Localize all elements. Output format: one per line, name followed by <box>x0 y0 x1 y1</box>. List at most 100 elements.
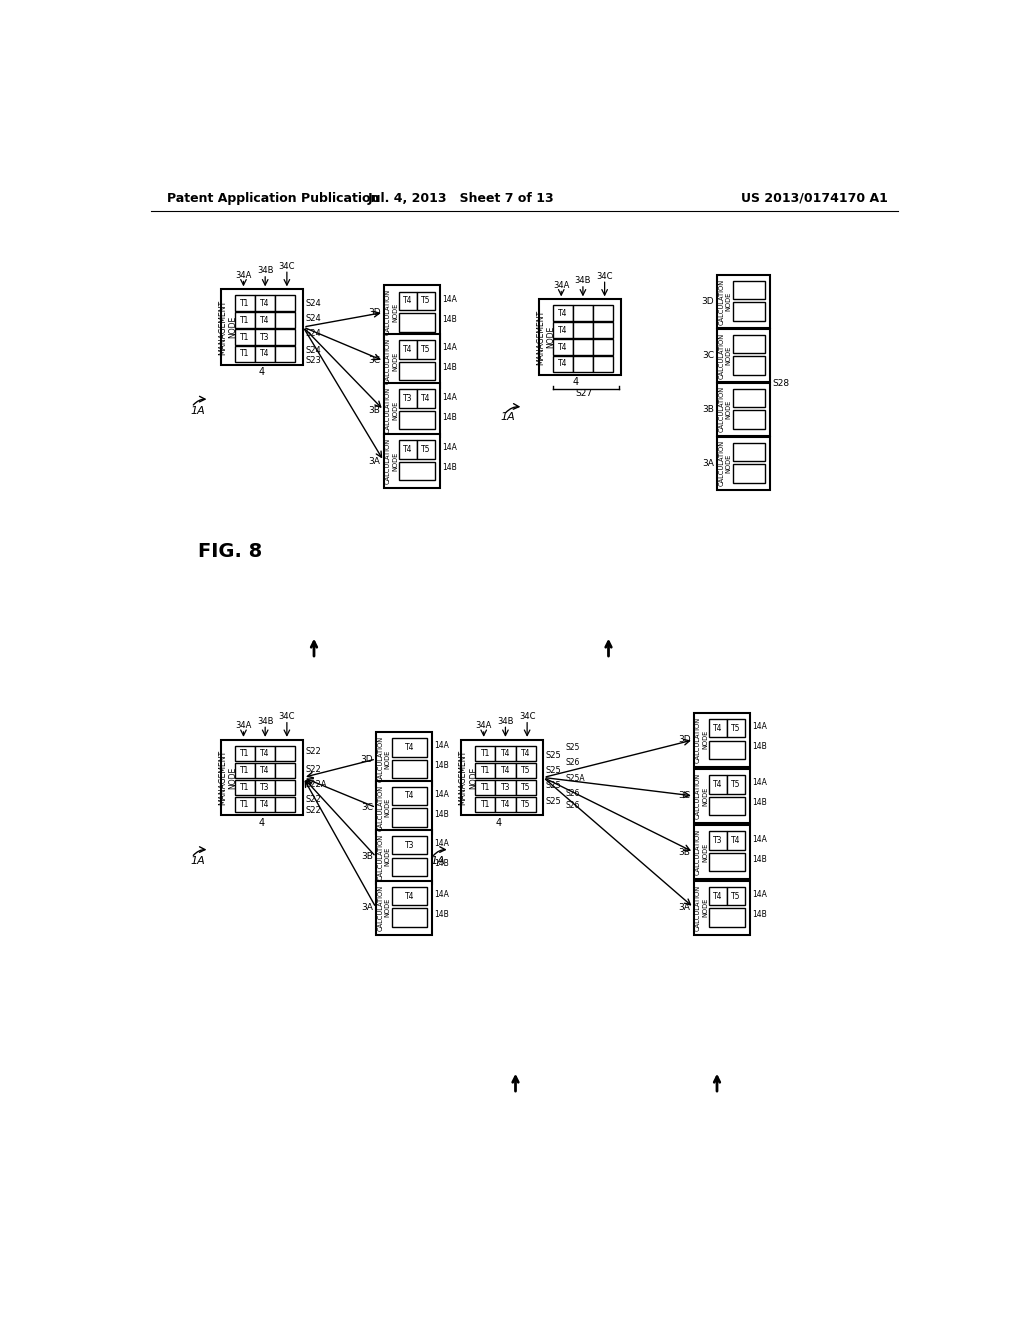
Text: 34A: 34A <box>553 281 569 290</box>
Text: 14B: 14B <box>442 363 457 372</box>
Bar <box>384 434 439 488</box>
Text: CALCULATION
NODE: CALCULATION NODE <box>695 717 708 763</box>
Text: T4: T4 <box>260 766 270 775</box>
Text: T1: T1 <box>241 350 250 359</box>
Text: T1: T1 <box>241 783 250 792</box>
Text: 14A: 14A <box>434 789 449 799</box>
Text: 34C: 34C <box>279 261 295 271</box>
Bar <box>399 462 435 480</box>
Bar <box>399 292 417 310</box>
Bar <box>384 334 439 388</box>
Bar <box>275 330 295 345</box>
Bar <box>710 853 744 871</box>
Bar <box>417 292 435 310</box>
Text: 3C: 3C <box>679 792 690 800</box>
Text: 3B: 3B <box>679 847 690 857</box>
Text: 34C: 34C <box>596 272 613 281</box>
Text: 34B: 34B <box>574 276 591 285</box>
Bar <box>234 296 255 312</box>
Text: T1: T1 <box>480 750 489 758</box>
Bar <box>399 362 435 380</box>
Text: S23: S23 <box>305 355 322 364</box>
Bar <box>255 296 275 312</box>
Text: 3B: 3B <box>361 853 373 861</box>
Text: T1: T1 <box>241 766 250 775</box>
Bar <box>710 887 727 906</box>
Bar <box>515 780 536 795</box>
Bar <box>391 858 427 876</box>
Bar <box>515 797 536 812</box>
Text: T3: T3 <box>714 836 723 845</box>
Text: CALCULATION
NODE: CALCULATION NODE <box>377 834 390 880</box>
Text: 14B: 14B <box>752 909 767 919</box>
Text: T4: T4 <box>404 891 414 900</box>
Bar <box>717 276 770 327</box>
Text: CALCULATION
NODE: CALCULATION NODE <box>718 279 731 325</box>
Text: CALCULATION
NODE: CALCULATION NODE <box>377 784 390 830</box>
Text: 3D: 3D <box>360 755 373 763</box>
Bar <box>539 300 621 375</box>
Bar <box>515 746 536 762</box>
Text: 14A: 14A <box>442 294 457 304</box>
Text: S26: S26 <box>565 759 580 767</box>
Text: CALCULATION
NODE: CALCULATION NODE <box>377 737 390 781</box>
Bar <box>553 322 572 338</box>
Text: 3C: 3C <box>369 356 381 366</box>
Bar <box>515 763 536 779</box>
Bar <box>496 763 515 779</box>
Text: 3A: 3A <box>679 903 690 912</box>
Bar <box>717 383 770 436</box>
Text: 3B: 3B <box>702 405 714 414</box>
Text: T4: T4 <box>260 750 270 758</box>
Text: T1: T1 <box>480 783 489 792</box>
Bar <box>391 738 427 756</box>
Text: 14B: 14B <box>752 742 767 751</box>
Text: T4: T4 <box>521 750 530 758</box>
Bar <box>399 313 435 331</box>
Text: CALCULATION
NODE: CALCULATION NODE <box>718 387 731 433</box>
Text: 14A: 14A <box>752 779 767 787</box>
Text: T4: T4 <box>501 800 510 809</box>
Text: Jul. 4, 2013   Sheet 7 of 13: Jul. 4, 2013 Sheet 7 of 13 <box>368 191 555 205</box>
Bar <box>593 305 613 321</box>
Text: T4: T4 <box>404 743 414 752</box>
Text: T1: T1 <box>241 315 250 325</box>
Bar <box>593 322 613 338</box>
Bar <box>275 780 295 795</box>
Text: T4: T4 <box>714 723 723 733</box>
Text: T3: T3 <box>403 395 413 403</box>
Text: 14B: 14B <box>442 463 457 473</box>
Text: T1: T1 <box>480 766 489 775</box>
Bar <box>732 465 765 483</box>
Text: 3B: 3B <box>369 405 381 414</box>
Bar <box>376 733 432 785</box>
Text: S22: S22 <box>305 764 322 774</box>
Bar <box>693 825 750 879</box>
Text: T1: T1 <box>241 750 250 758</box>
Bar <box>275 797 295 812</box>
Text: FIG. 8: FIG. 8 <box>198 541 262 561</box>
Text: 34A: 34A <box>475 722 492 730</box>
Text: 14B: 14B <box>434 810 449 818</box>
Text: 34C: 34C <box>519 713 536 721</box>
Bar <box>234 330 255 345</box>
Text: S22A: S22A <box>305 780 327 789</box>
Text: 14A: 14A <box>752 722 767 731</box>
Text: S25: S25 <box>546 751 561 759</box>
Text: 14B: 14B <box>442 315 457 323</box>
Bar <box>376 780 432 834</box>
Text: T5: T5 <box>421 445 431 454</box>
Bar <box>376 880 432 935</box>
Text: T1: T1 <box>480 800 489 809</box>
Bar <box>693 880 750 935</box>
Text: T4: T4 <box>260 315 270 325</box>
Text: T5: T5 <box>521 766 530 775</box>
Text: S27: S27 <box>575 389 592 397</box>
Text: S22: S22 <box>305 807 322 814</box>
Bar <box>255 330 275 345</box>
Text: 1A: 1A <box>190 407 205 416</box>
Bar <box>234 313 255 327</box>
Bar <box>234 346 255 362</box>
Text: T1: T1 <box>241 333 250 342</box>
Text: 14A: 14A <box>442 343 457 352</box>
